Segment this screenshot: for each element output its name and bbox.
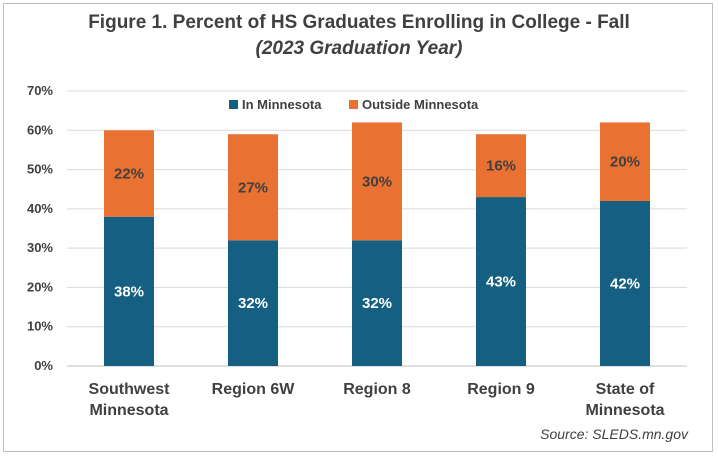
y-tick-label: 70% <box>27 83 53 98</box>
x-tick-label: Region 6W <box>212 381 296 398</box>
bar-in-minnesota <box>600 201 650 366</box>
y-tick-label: 50% <box>27 162 53 177</box>
y-axis: 0% 10% 20% 30% 40% 50% 60% 70% <box>27 83 53 373</box>
data-label: 43% <box>486 274 516 291</box>
legend-label: Outside Minnesota <box>362 97 479 112</box>
bar-outside-minnesota <box>476 134 526 198</box>
bar-in-minnesota <box>104 216 154 366</box>
legend-swatch-outside-minnesota <box>349 100 358 109</box>
y-tick-label: 20% <box>27 279 53 294</box>
x-axis: Southwest Minnesota Region 6W Region 8 Regio… <box>89 381 665 419</box>
bar-outside-minnesota <box>104 130 154 217</box>
legend-swatch-in-minnesota <box>229 100 238 109</box>
y-tick-label: 60% <box>27 122 53 137</box>
bar-outside-minnesota <box>600 122 650 201</box>
x-tick-label: Minnesota <box>585 402 664 419</box>
data-label: 20% <box>610 154 640 171</box>
source-note: Source: SLEDS.mn.gov <box>540 426 688 442</box>
data-label: 27% <box>238 179 268 196</box>
x-tick-label: Minnesota <box>89 402 168 419</box>
chart-subtitle: (2023 Graduation Year) <box>255 38 463 59</box>
y-tick-label: 40% <box>27 201 53 216</box>
data-label: 32% <box>238 295 268 312</box>
chart-title: Figure 1. Percent of HS Graduates Enroll… <box>88 12 630 33</box>
data-label: 42% <box>610 276 640 293</box>
y-tick-label: 30% <box>27 240 53 255</box>
data-label: 30% <box>362 173 392 190</box>
bar-in-minnesota <box>228 240 278 366</box>
x-tick-label: Region 9 <box>467 381 535 398</box>
y-tick-label: 10% <box>27 319 53 334</box>
data-label: 32% <box>362 295 392 312</box>
data-label: 16% <box>486 158 516 175</box>
bar-in-minnesota <box>476 197 526 366</box>
bar-outside-minnesota <box>352 122 402 241</box>
x-tick-label: State of <box>596 381 655 398</box>
x-tick-label: Southwest <box>89 381 171 398</box>
data-label: 38% <box>114 283 144 300</box>
data-labels: 38% 22% 32% 27% 32% 30% 43% 16% 42% 20% <box>114 154 640 312</box>
bar-outside-minnesota <box>228 134 278 241</box>
bar-in-minnesota <box>352 240 402 366</box>
legend-label: In Minnesota <box>242 97 322 112</box>
x-tick-label: Region 8 <box>343 381 411 398</box>
y-tick-label: 0% <box>34 358 53 373</box>
data-label: 22% <box>114 166 144 183</box>
bars <box>104 122 650 366</box>
legend: In Minnesota Outside Minnesota <box>229 97 479 112</box>
